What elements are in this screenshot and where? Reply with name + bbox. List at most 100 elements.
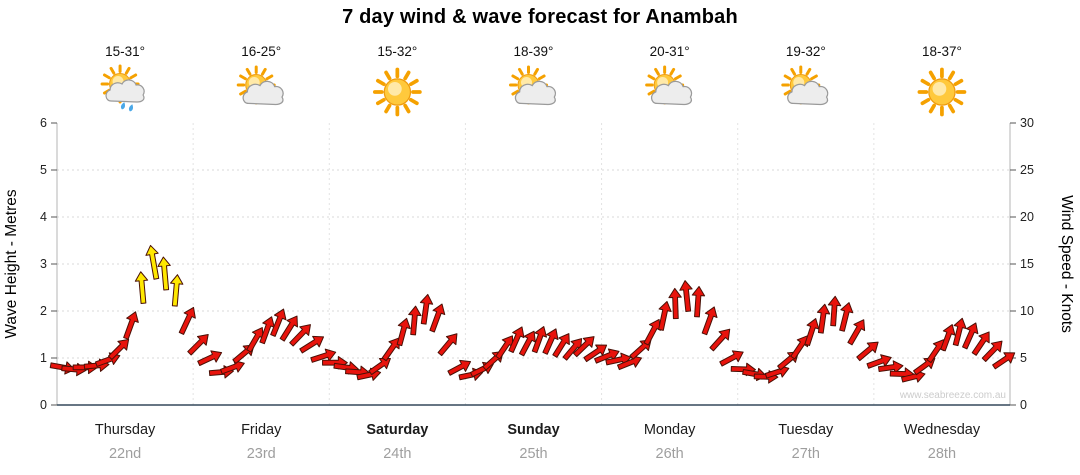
temp-range-label: 15-31° xyxy=(105,44,145,59)
sun-ray xyxy=(265,74,274,81)
wind-arrow xyxy=(419,293,434,325)
wind-arrow xyxy=(913,357,936,376)
wind-arrow xyxy=(629,339,652,360)
wind-arrow xyxy=(691,285,706,318)
sun-ray xyxy=(124,66,131,75)
sun-ray xyxy=(239,89,247,96)
left-tick-label: 5 xyxy=(40,163,47,177)
sun-ray xyxy=(647,89,656,96)
wind-arrow xyxy=(701,306,718,336)
sun-ray xyxy=(129,73,138,80)
day-date-label: 27th xyxy=(792,446,820,462)
wind-axis-label: Wind Speed - Knots xyxy=(1058,195,1075,333)
wind-arrow xyxy=(170,274,184,307)
sun-ray xyxy=(511,74,520,81)
wind-arrow xyxy=(279,315,298,342)
wind-arrow xyxy=(617,355,642,371)
wind-arrow xyxy=(408,305,422,336)
wind-arrow xyxy=(658,300,672,331)
day-name-label: Monday xyxy=(644,422,696,438)
sun-ray xyxy=(953,78,964,87)
left-tick-label: 6 xyxy=(40,116,47,130)
wind-arrow xyxy=(145,244,160,280)
sun-ray xyxy=(920,97,931,106)
left-tick-label: 3 xyxy=(40,257,47,271)
wind-arrow xyxy=(962,322,979,350)
day-date-label: 24th xyxy=(383,446,411,462)
sun-ray xyxy=(245,67,252,76)
wind-arrow xyxy=(310,348,337,363)
sun-highlight xyxy=(387,82,402,96)
sun-ray xyxy=(654,67,660,76)
raindrop xyxy=(120,102,125,110)
cloud-shape xyxy=(514,80,556,106)
sun-ray xyxy=(805,67,812,76)
day-name-label: Saturday xyxy=(366,422,428,438)
wind-arrow xyxy=(719,350,744,367)
sun-ray xyxy=(947,103,956,114)
right-tick-label: 10 xyxy=(1020,304,1034,318)
day-date-label: 28th xyxy=(928,446,956,462)
wind-arrow xyxy=(429,303,446,333)
right-tick-label: 0 xyxy=(1020,398,1027,412)
wind-arrow xyxy=(552,333,570,358)
wind-arrow xyxy=(220,359,245,375)
wind-arrow xyxy=(709,328,731,352)
wind-arrow xyxy=(856,341,879,362)
wind-arrow xyxy=(877,360,904,374)
wind-arrow xyxy=(679,280,693,313)
sun-core xyxy=(917,67,967,117)
day-date-label: 22nd xyxy=(109,446,141,462)
right-tick-label: 15 xyxy=(1020,257,1034,271)
sun-ray xyxy=(384,103,392,114)
sun-ray xyxy=(102,73,111,80)
wind-arrow xyxy=(668,287,682,320)
sun-ray xyxy=(920,78,931,87)
sun-icon xyxy=(917,67,967,117)
sun-ray xyxy=(533,67,539,76)
sun-ray xyxy=(409,78,419,87)
sun-ray xyxy=(783,74,792,81)
temp-range-label: 20-31° xyxy=(650,44,690,59)
sun-core xyxy=(372,67,422,117)
wind-arrow xyxy=(981,340,1003,362)
wind-arrow xyxy=(107,338,130,361)
wind-arrow xyxy=(447,359,472,376)
day-name-label: Wednesday xyxy=(904,422,981,438)
right-tick-label: 20 xyxy=(1020,210,1034,224)
right-tick-label: 5 xyxy=(1020,351,1027,365)
wave-axis-label: Wave Height - Metres xyxy=(3,189,20,339)
day-name-label: Friday xyxy=(241,422,282,438)
temp-range-label: 15-32° xyxy=(377,44,417,59)
right-tick-label: 25 xyxy=(1020,163,1034,177)
wind-arrow xyxy=(572,336,595,358)
cloud-shape xyxy=(787,80,829,106)
sun-ray xyxy=(239,74,247,81)
left-tick-label: 1 xyxy=(40,351,47,365)
raindrop xyxy=(128,104,133,112)
wind-arrow xyxy=(289,324,311,347)
sun-ray xyxy=(537,74,546,81)
wind-arrow xyxy=(816,303,831,334)
temp-range-label: 18-37° xyxy=(922,44,962,59)
wind-arrow xyxy=(531,326,548,354)
chart-title: 7 day wind & wave forecast for Anambah xyxy=(342,6,738,28)
wind-arrow xyxy=(396,317,411,347)
day-date-label: 23rd xyxy=(247,446,276,462)
sun-ray xyxy=(375,97,386,106)
sun-ray xyxy=(790,67,797,76)
wind-arrow xyxy=(368,357,391,376)
wind-arrow xyxy=(518,330,536,357)
wind-arrow xyxy=(259,316,275,345)
day-name-label: Tuesday xyxy=(778,422,834,438)
temp-range-label: 19-32° xyxy=(786,44,826,59)
sun-cloud-icon xyxy=(509,65,556,106)
left-tick-label: 2 xyxy=(40,304,47,318)
wind-arrow xyxy=(437,333,458,357)
cloud-shape xyxy=(242,80,284,106)
sun-ray xyxy=(109,66,116,75)
sun-ray xyxy=(928,103,936,114)
day-name-label: Thursday xyxy=(95,422,156,438)
sun-ray xyxy=(810,74,818,81)
